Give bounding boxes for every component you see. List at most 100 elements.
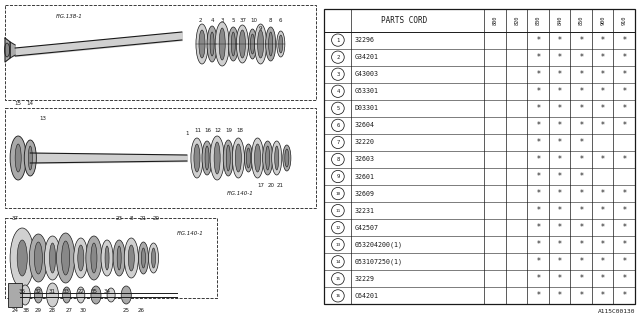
Text: 36: 36	[19, 289, 26, 294]
Text: 24: 24	[12, 308, 19, 313]
Text: 840: 840	[557, 16, 562, 25]
Text: PARTS CORD: PARTS CORD	[381, 16, 428, 25]
Text: *: *	[536, 291, 540, 300]
Ellipse shape	[124, 238, 138, 278]
Ellipse shape	[248, 29, 257, 59]
Text: 820: 820	[514, 16, 519, 25]
Ellipse shape	[255, 144, 260, 172]
Text: *: *	[557, 206, 562, 215]
Text: 850: 850	[579, 16, 584, 25]
Ellipse shape	[101, 240, 113, 276]
Text: *: *	[536, 223, 540, 232]
Text: 7: 7	[336, 140, 340, 145]
Text: 053107250(1): 053107250(1)	[355, 259, 403, 265]
Text: 37: 37	[240, 18, 247, 23]
Text: *: *	[622, 206, 626, 215]
Text: 21: 21	[140, 216, 147, 221]
Ellipse shape	[239, 30, 245, 58]
Text: 6: 6	[336, 123, 340, 128]
Text: G43003: G43003	[355, 71, 378, 77]
Ellipse shape	[210, 32, 214, 56]
Ellipse shape	[44, 236, 61, 280]
Text: *: *	[579, 121, 583, 130]
Ellipse shape	[199, 30, 205, 58]
Ellipse shape	[205, 146, 209, 170]
Text: 1: 1	[336, 38, 340, 43]
Ellipse shape	[255, 24, 267, 64]
Polygon shape	[5, 38, 10, 62]
Text: *: *	[622, 70, 626, 79]
Text: *: *	[601, 121, 605, 130]
Text: 28: 28	[49, 308, 56, 313]
Text: *: *	[579, 36, 583, 44]
Text: *: *	[536, 138, 540, 147]
Text: 32: 32	[35, 289, 42, 294]
Text: G34201: G34201	[355, 54, 378, 60]
Ellipse shape	[138, 242, 148, 274]
Text: 20: 20	[153, 216, 160, 221]
Text: *: *	[579, 53, 583, 62]
Ellipse shape	[228, 27, 238, 61]
Text: *: *	[557, 172, 562, 181]
Text: 13: 13	[335, 243, 340, 247]
Text: 26: 26	[138, 308, 145, 313]
Text: *: *	[622, 121, 626, 130]
Ellipse shape	[202, 141, 212, 175]
Ellipse shape	[74, 238, 88, 278]
Text: 32229: 32229	[355, 276, 374, 282]
Text: 27: 27	[65, 308, 72, 313]
Text: *: *	[622, 104, 626, 113]
Text: 12: 12	[335, 226, 340, 230]
Text: *: *	[601, 36, 605, 44]
Text: *: *	[536, 121, 540, 130]
Text: *: *	[579, 206, 583, 215]
Text: *: *	[601, 274, 605, 283]
Text: 5: 5	[232, 18, 235, 23]
Ellipse shape	[266, 27, 276, 61]
Ellipse shape	[152, 248, 156, 268]
Text: *: *	[622, 53, 626, 62]
Text: *: *	[601, 257, 605, 266]
Text: *: *	[557, 291, 562, 300]
Text: 10: 10	[250, 18, 257, 23]
Ellipse shape	[244, 144, 253, 172]
Ellipse shape	[252, 138, 264, 178]
Text: *: *	[536, 70, 540, 79]
Ellipse shape	[250, 34, 255, 54]
Text: 11: 11	[335, 209, 340, 212]
Text: *: *	[601, 189, 605, 198]
Ellipse shape	[15, 144, 21, 172]
Ellipse shape	[20, 285, 30, 305]
Text: 13: 13	[39, 116, 46, 121]
Text: 31: 31	[49, 289, 56, 294]
Text: *: *	[557, 70, 562, 79]
Ellipse shape	[272, 141, 282, 175]
Ellipse shape	[262, 141, 273, 175]
Text: 15: 15	[335, 277, 340, 281]
Ellipse shape	[207, 26, 217, 62]
Text: 9: 9	[336, 174, 340, 179]
Text: 830: 830	[536, 16, 541, 25]
Text: 1: 1	[185, 131, 189, 136]
Text: *: *	[579, 70, 583, 79]
Ellipse shape	[105, 246, 109, 270]
Text: *: *	[579, 189, 583, 198]
Text: 33: 33	[62, 289, 69, 294]
Ellipse shape	[231, 32, 236, 56]
Text: *: *	[536, 189, 540, 198]
Ellipse shape	[223, 140, 234, 176]
Text: A115C00130: A115C00130	[597, 308, 635, 314]
Ellipse shape	[35, 287, 42, 303]
Text: *: *	[557, 104, 562, 113]
Text: 800: 800	[493, 16, 498, 25]
Text: 32609: 32609	[355, 191, 374, 196]
Text: G53301: G53301	[355, 88, 378, 94]
Ellipse shape	[78, 245, 84, 271]
Text: *: *	[622, 87, 626, 96]
Text: 20: 20	[267, 183, 274, 188]
Ellipse shape	[232, 138, 244, 178]
Text: *: *	[579, 257, 583, 266]
Ellipse shape	[283, 145, 291, 171]
Text: *: *	[557, 257, 562, 266]
Text: *: *	[601, 104, 605, 113]
